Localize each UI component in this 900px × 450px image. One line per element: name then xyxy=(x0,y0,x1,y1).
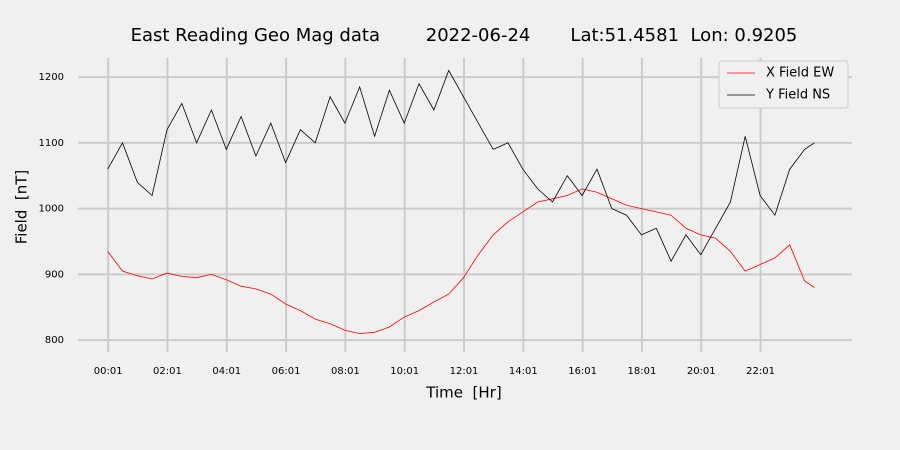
x-tick-label: 08:01 xyxy=(331,366,360,377)
y-tick-label: 1200 xyxy=(39,72,64,83)
x-tick-label: 18:01 xyxy=(628,366,657,377)
x-tick-label: 14:01 xyxy=(509,366,538,377)
legend-label: X Field EW xyxy=(766,66,834,81)
x-tick-label: 02:01 xyxy=(153,366,182,377)
x-tick-label: 20:01 xyxy=(687,366,716,377)
y-tick-label: 900 xyxy=(45,269,64,280)
y-axis-label: Field [nT] xyxy=(13,170,31,245)
legend-label: Y Field NS xyxy=(765,88,830,103)
x-tick-label: 16:01 xyxy=(568,366,597,377)
series-line xyxy=(107,188,815,335)
x-tick-label: 06:01 xyxy=(272,366,301,377)
x-tick-label: 04:01 xyxy=(212,366,241,377)
x-tick-label: 00:01 xyxy=(94,366,123,377)
x-tick-label: 12:01 xyxy=(450,366,479,377)
x-axis-label: Time [Hr] xyxy=(425,384,501,402)
y-tick-label: 800 xyxy=(45,335,64,346)
x-tick-label: 22:01 xyxy=(746,366,775,377)
y-tick-label: 1000 xyxy=(39,204,64,215)
x-tick-label: 10:01 xyxy=(390,366,419,377)
chart-title: East Reading Geo Mag data 2022-06-24 Lat… xyxy=(131,25,798,46)
y-tick-label: 1100 xyxy=(39,138,64,149)
series-line xyxy=(107,69,815,263)
